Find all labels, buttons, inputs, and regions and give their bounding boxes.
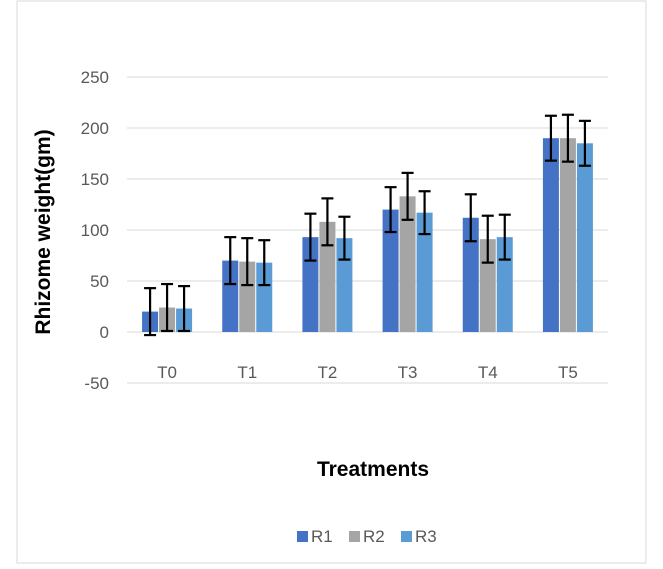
bar-r3-t2 <box>336 238 353 332</box>
bars <box>142 138 593 332</box>
y-tick-label: 100 <box>81 221 109 240</box>
legend: R1 R2 R3 <box>297 527 437 546</box>
x-tick-label: T5 <box>558 363 578 382</box>
legend-swatch-r1 <box>297 531 308 542</box>
x-axis-ticks: T0 T1 T2 T3 T4 T5 <box>157 363 578 382</box>
bar-r3-t3 <box>416 212 433 332</box>
x-tick-label: T2 <box>317 363 337 382</box>
bar-r1-t3 <box>382 209 399 332</box>
bar-r1-t5 <box>542 138 559 332</box>
bar-r2-t2 <box>319 221 336 332</box>
y-tick-label: -50 <box>84 374 109 393</box>
x-tick-label: T3 <box>398 363 418 382</box>
legend-label-r2: R2 <box>363 527 385 546</box>
bar-r3-t1 <box>256 262 273 332</box>
legend-swatch-r3 <box>401 531 412 542</box>
bar-r1-t4 <box>462 217 479 332</box>
x-tick-label: T0 <box>157 363 177 382</box>
x-tick-label: T1 <box>237 363 257 382</box>
bar-r3-t4 <box>496 237 513 332</box>
error-bars <box>144 113 591 337</box>
gridlines <box>127 76 608 384</box>
bar-r3-t5 <box>576 143 593 332</box>
legend-swatch-r2 <box>349 531 360 542</box>
legend-label-r1: R1 <box>311 527 333 546</box>
y-tick-label: 0 <box>100 323 109 342</box>
y-tick-label: 200 <box>81 119 109 138</box>
bar-r2-t5 <box>559 138 576 332</box>
bar-r2-t1 <box>239 261 256 332</box>
x-tick-label: T4 <box>478 363 498 382</box>
x-axis-label: Treatments <box>317 458 429 481</box>
bar-r1-t1 <box>222 260 239 332</box>
y-tick-label: 250 <box>81 68 109 87</box>
y-axis-ticks: -50 0 50 100 150 200 250 <box>81 68 109 393</box>
y-tick-label: 150 <box>81 170 109 189</box>
y-tick-label: 50 <box>90 272 109 291</box>
legend-label-r3: R3 <box>415 527 437 546</box>
bar-r2-t3 <box>399 196 416 332</box>
y-axis-label: Rhizome weight(gm) <box>32 129 55 334</box>
